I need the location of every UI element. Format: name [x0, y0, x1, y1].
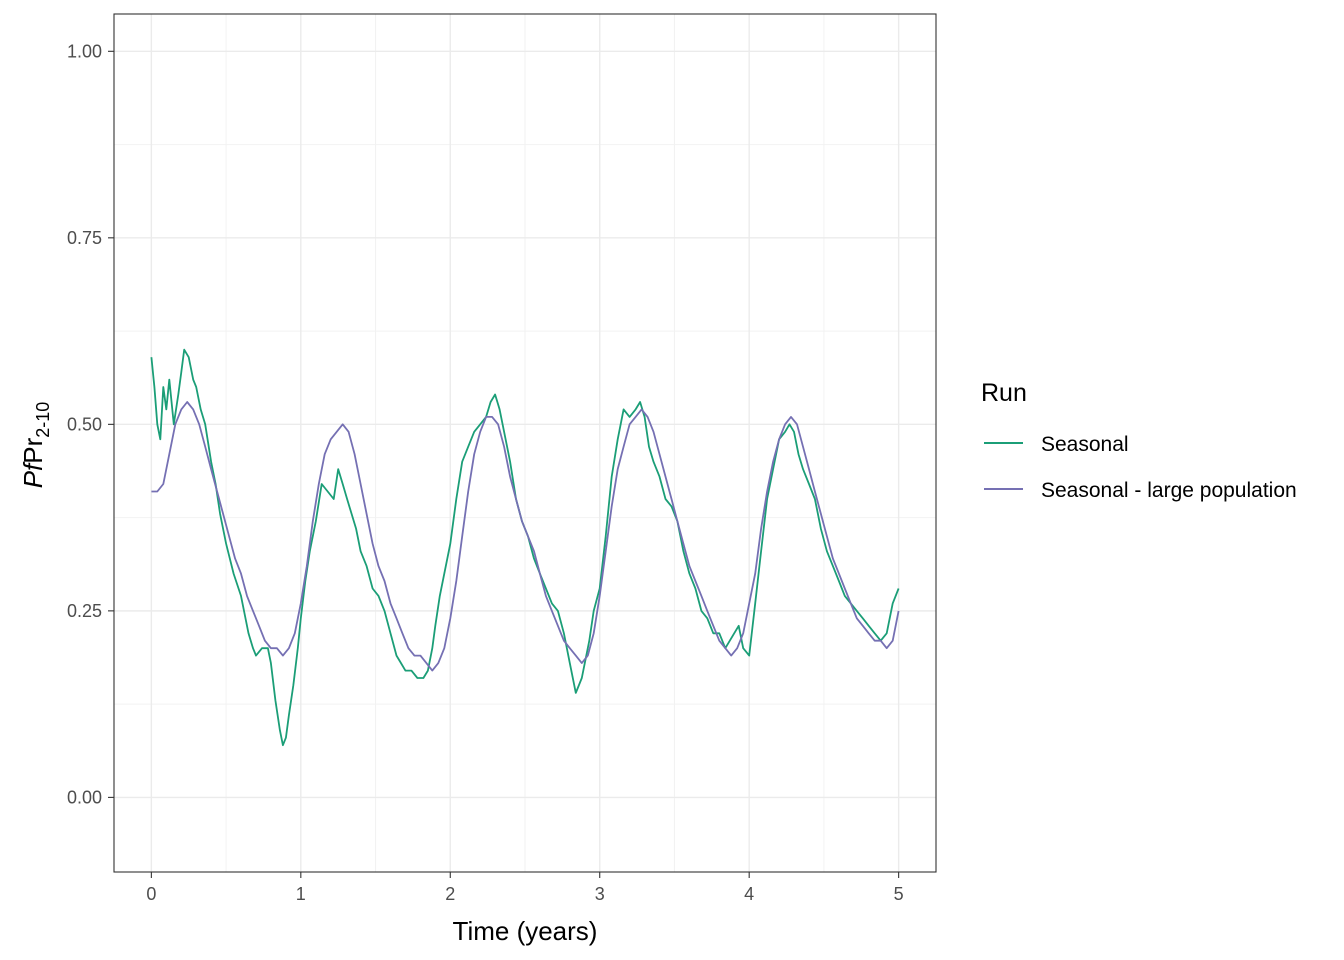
- y-tick-label: 1.00: [67, 41, 102, 61]
- y-tick-label: 0.50: [67, 414, 102, 434]
- y-axis-title-subscript: 2-10: [33, 402, 53, 438]
- y-axis-title-italic: Pf: [18, 461, 48, 488]
- legend-title: Run: [981, 379, 1027, 407]
- legend: Run Seasonal Seasonal - large population: [981, 379, 1297, 502]
- legend-label-seasonal: Seasonal: [1041, 433, 1129, 456]
- axes: 0 1 2 3 4 5 0.00 0.25 0.50 0.75 1.00: [67, 41, 904, 904]
- y-axis-title: PfPr2-10: [18, 402, 53, 489]
- x-tick-label: 4: [744, 884, 754, 904]
- y-tick-label: 0.75: [67, 228, 102, 248]
- series-line-seasonal-large-population: [151, 401, 900, 672]
- grid-lines: [114, 14, 936, 872]
- x-tick-label: 5: [894, 884, 904, 904]
- y-tick-label: 0.25: [67, 601, 102, 621]
- y-axis-title-main: Pr: [18, 437, 48, 463]
- x-axis-title: Time (years): [453, 916, 598, 946]
- svg-text:PfPr2-10: PfPr2-10: [18, 402, 53, 489]
- series-lines: [150, 348, 900, 747]
- plot-panel-border: [113, 13, 937, 873]
- y-tick-label: 0.00: [67, 787, 102, 807]
- x-tick-label: 2: [445, 884, 455, 904]
- x-tick-label: 1: [296, 884, 306, 904]
- x-tick-label: 3: [595, 884, 605, 904]
- legend-label-seasonal-large-population: Seasonal - large population: [1041, 479, 1297, 502]
- x-tick-label: 0: [146, 884, 156, 904]
- series-line-seasonal: [150, 348, 900, 747]
